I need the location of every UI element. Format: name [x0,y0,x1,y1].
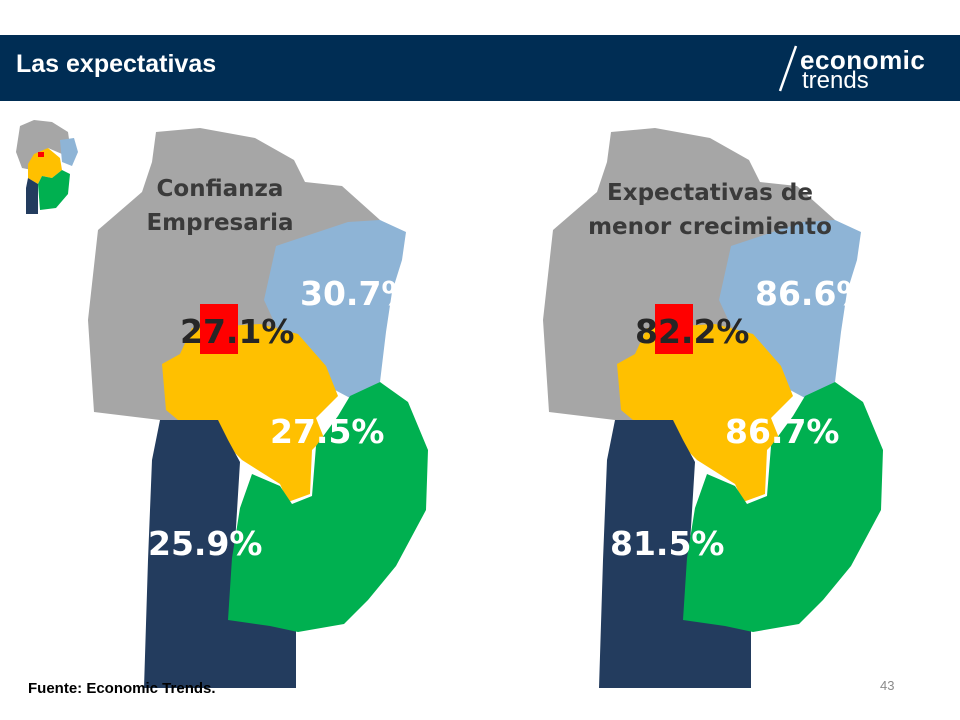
value-center-south: 27.5% [270,412,385,451]
region-capital [200,304,238,354]
map-expectativas-crecimiento [543,128,883,688]
region-center [617,324,793,502]
logo-text-economic: economic [800,45,926,75]
map-title-line: Empresaria [146,210,294,236]
mini-region-south [26,178,38,214]
region-southeast [228,382,428,632]
mini-region-capital [38,152,44,157]
value-northeast: 30.7% [300,274,415,313]
region-capital [655,304,693,354]
mini-region-southeast [38,170,70,210]
economic-trends-logo: economic trends [776,43,946,95]
region-southeast [683,382,883,632]
map-title-line: Confianza [156,176,284,202]
page-number: 43 [880,678,895,693]
value-capital: 27.1% [180,312,295,351]
mini-locator-map [16,120,78,214]
value-southwest: 25.9% [148,524,263,563]
map-title-confianza: Confianza Empresaria [120,172,320,240]
mini-region-center [28,148,62,184]
logo-slash-icon [778,45,798,92]
logo-text-trends: trends [802,67,869,94]
header-bar: Las expectativas economic trends [0,35,960,101]
slide-title: Las expectativas [16,50,217,78]
value-capital: 82.2% [635,312,750,351]
map-confianza-empresaria [88,128,428,688]
map-title-line: Expectativas de [607,180,813,206]
value-center-south: 86.7% [725,412,840,451]
mini-region-northwest [16,120,70,170]
value-northeast: 86.6% [755,274,870,313]
region-center [162,324,338,502]
mini-region-northeast [60,138,78,166]
map-title-expectativas: Expectativas de menor crecimiento [555,176,865,244]
source-note: Fuente: Economic Trends. [28,680,216,697]
value-southwest: 81.5% [610,524,725,563]
region-northeast [264,220,406,398]
map-title-line: menor crecimiento [588,214,832,240]
region-northeast [719,220,861,398]
